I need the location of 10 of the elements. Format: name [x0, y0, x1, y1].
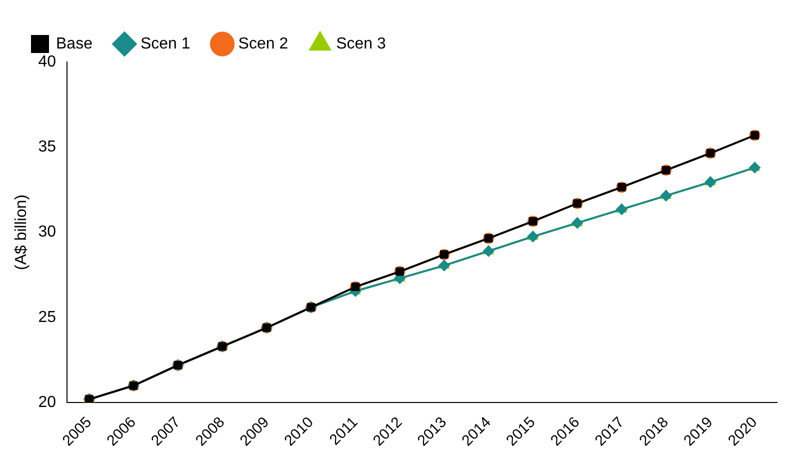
- y-axis-title: (A$ billion): [13, 194, 30, 270]
- legend-label: Scen 3: [336, 35, 386, 52]
- y-tick-label: 20: [38, 394, 56, 412]
- legend-label: Scen 2: [238, 35, 288, 52]
- y-tick-label: 25: [38, 308, 56, 326]
- legend-label: Scen 1: [140, 35, 190, 52]
- y-tick-label: 30: [38, 224, 56, 241]
- y-tick-label: 40: [38, 53, 56, 70]
- legend-label: Base: [56, 35, 93, 52]
- y-tick-label: 35: [38, 138, 56, 156]
